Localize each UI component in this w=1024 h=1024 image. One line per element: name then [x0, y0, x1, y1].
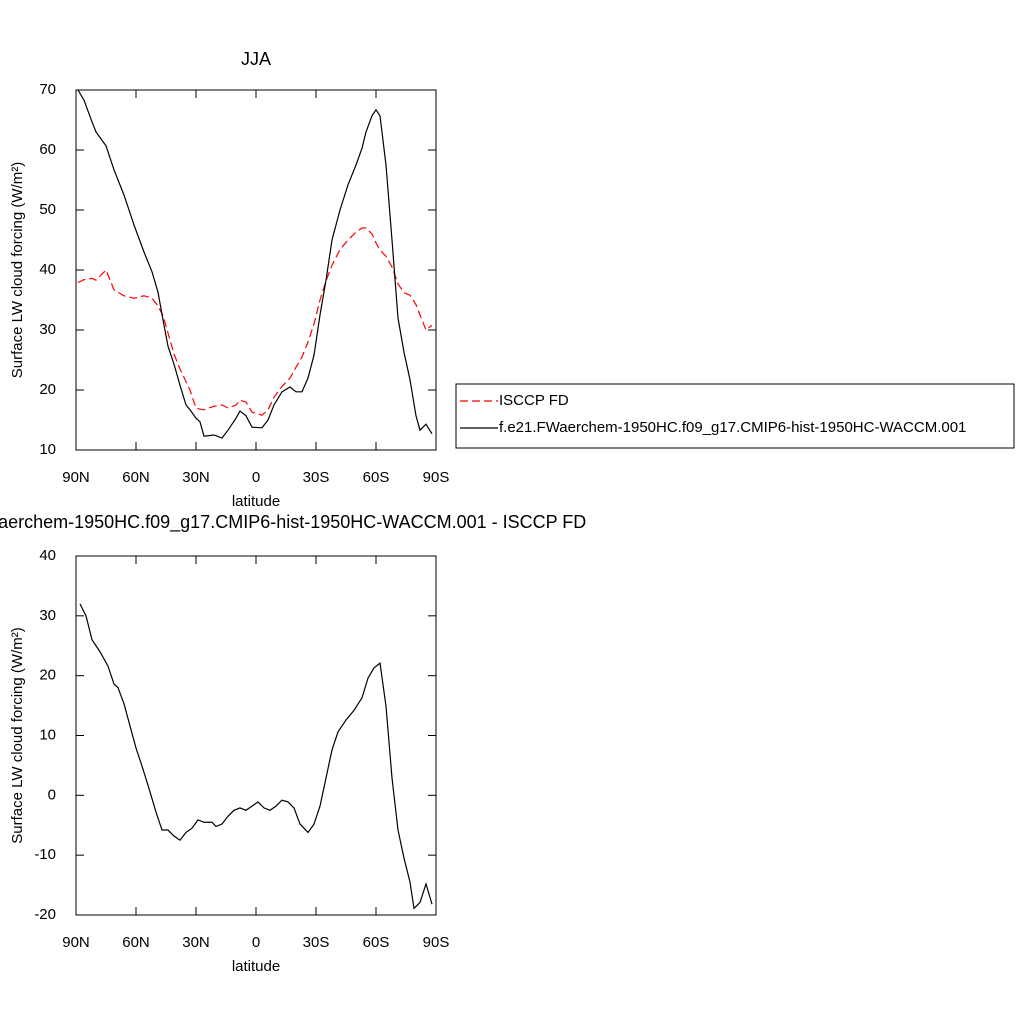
y-tick-label: 10 [39, 726, 56, 743]
y-tick-label: 10 [39, 441, 56, 458]
x-tick-label: 30S [303, 469, 330, 486]
y-tick-label: 40 [39, 547, 56, 564]
y-axis-label: Surface LW cloud forcing (W/m²) [9, 162, 26, 378]
data-line [79, 603, 433, 910]
x-tick-label: 60N [122, 934, 150, 951]
x-tick-label: 90N [62, 934, 90, 951]
y-tick-label: 50 [39, 201, 56, 218]
y-tick-label: 30 [39, 321, 56, 338]
y-tick-label: 20 [39, 667, 56, 684]
x-tick-label: 90S [423, 469, 450, 486]
x-tick-label: 30S [303, 934, 330, 951]
legend-label: ISCCP FD [499, 392, 569, 409]
y-tick-label: 60 [39, 141, 56, 158]
y-tick-label: 20 [39, 381, 56, 398]
x-tick-label: 60S [363, 469, 390, 486]
y-tick-label: 0 [48, 786, 56, 803]
plot-frame [75, 555, 437, 916]
y-tick-label: -10 [34, 846, 56, 863]
y-tick-label: 30 [39, 607, 56, 624]
data-line [77, 89, 433, 439]
y-tick-label: -20 [34, 906, 56, 923]
x-tick-label: 60N [122, 469, 150, 486]
x-tick-label: 0 [252, 934, 260, 951]
x-axis-label: latitude [232, 958, 280, 975]
x-tick-label: 90N [62, 469, 90, 486]
plot-frame [75, 89, 437, 451]
x-tick-label: 30N [182, 934, 210, 951]
x-tick-label: 30N [182, 469, 210, 486]
chart-title: JJA [241, 49, 271, 69]
x-axis-label: latitude [232, 493, 280, 510]
y-tick-label: 40 [39, 261, 56, 278]
x-tick-label: 60S [363, 934, 390, 951]
y-axis-label: Surface LW cloud forcing (W/m²) [9, 627, 26, 843]
x-tick-label: 90S [423, 934, 450, 951]
x-tick-label: 0 [252, 469, 260, 486]
chart-title: f.e21.FWaerchem-1950HC.f09_g17.CMIP6-his… [0, 512, 586, 533]
legend-box [455, 383, 1015, 449]
legend-label: f.e21.FWaerchem-1950HC.f09_g17.CMIP6-his… [499, 419, 966, 436]
data-line [77, 227, 433, 416]
y-tick-label: 70 [39, 81, 56, 98]
